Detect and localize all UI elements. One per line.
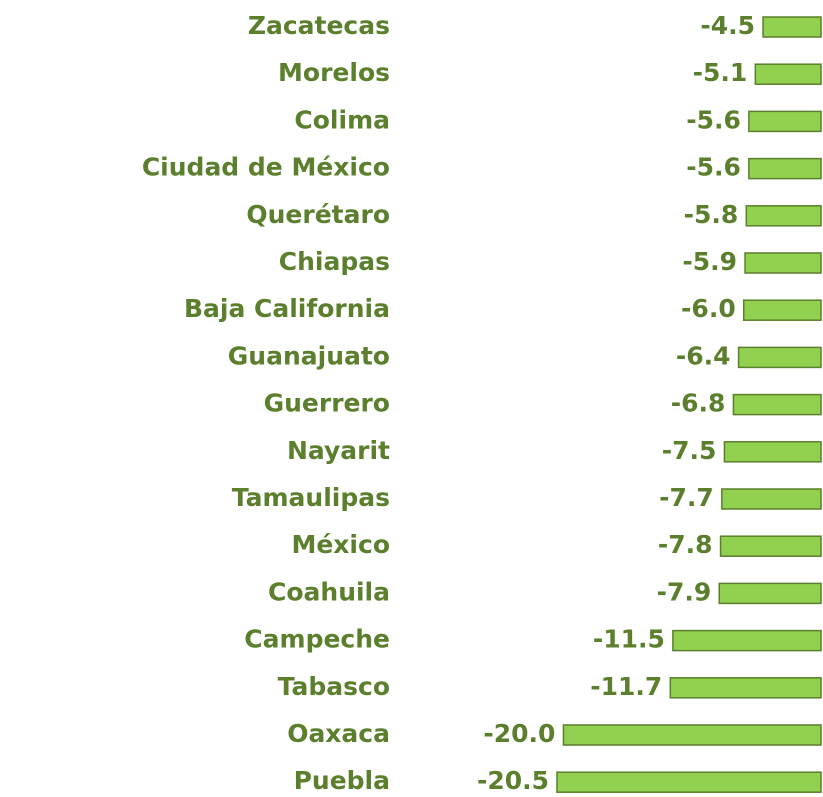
bar	[556, 771, 822, 793]
bar	[745, 205, 822, 227]
value-label: -6.4	[676, 341, 731, 370]
value-label: -5.1	[693, 58, 748, 87]
value-label: -5.9	[682, 247, 737, 276]
category-label: Colima	[294, 105, 390, 134]
category-label: México	[291, 530, 390, 559]
category-label: Nayarit	[287, 436, 390, 465]
bar	[672, 629, 822, 652]
bar	[737, 346, 822, 369]
bar	[718, 582, 822, 605]
category-label: Guanajuato	[228, 341, 390, 370]
category-label: Guerrero	[264, 389, 390, 418]
bar	[742, 299, 822, 321]
category-label: Querétaro	[246, 200, 390, 229]
bar	[762, 16, 822, 38]
category-label: Chiapas	[279, 247, 390, 276]
category-label: Ciudad de México	[142, 153, 390, 182]
value-label: -7.8	[658, 530, 713, 559]
bar	[719, 535, 822, 557]
category-label: Morelos	[278, 58, 390, 87]
value-label: -7.7	[659, 483, 714, 512]
category-label: Tabasco	[278, 672, 390, 701]
value-label: -11.5	[593, 625, 665, 654]
category-label: Puebla	[294, 766, 390, 795]
bar	[732, 393, 822, 416]
value-label: -11.7	[590, 672, 662, 701]
value-label: -6.0	[681, 294, 736, 323]
bar	[754, 63, 822, 85]
category-label: Baja California	[184, 294, 390, 323]
category-label: Campeche	[244, 625, 390, 654]
value-label: -4.5	[700, 11, 755, 40]
bar	[721, 488, 822, 510]
value-label: -7.9	[657, 577, 712, 606]
bar	[669, 677, 822, 699]
bar	[723, 441, 822, 463]
value-label: -20.5	[477, 766, 549, 795]
value-label: -20.0	[483, 719, 555, 748]
category-label: Zacatecas	[248, 11, 390, 40]
value-label: -6.8	[671, 389, 726, 418]
value-label: -5.6	[686, 153, 741, 182]
value-label: -7.5	[662, 436, 717, 465]
bar	[562, 724, 822, 746]
bar	[744, 252, 822, 274]
value-label: -5.8	[684, 200, 739, 229]
bar	[748, 110, 822, 133]
category-label: Coahuila	[268, 577, 390, 606]
category-label: Tamaulipas	[232, 483, 390, 512]
category-label: Oaxaca	[287, 719, 390, 748]
value-label: -5.6	[686, 105, 741, 134]
bar	[748, 157, 822, 180]
